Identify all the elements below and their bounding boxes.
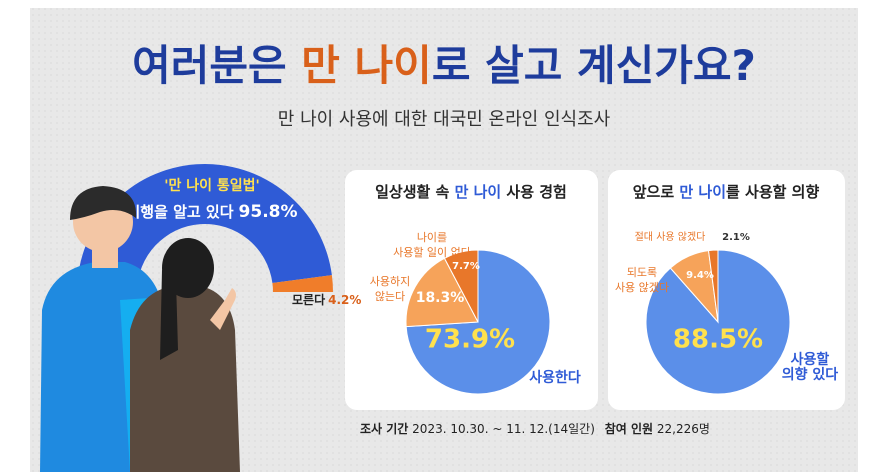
card-title: 일상생활 속 만 나이 사용 경험 [375,183,567,201]
gauge-label: 시행을 알고 있다 95.8% [126,202,297,222]
title-part: 만 나이 [679,183,726,201]
category-line: 사용한다 [529,370,581,386]
infographic: 여러분은 만 나이로 살고 계신가요? 만 나이 사용에 대한 대국민 온라인 … [0,0,888,472]
category-line: 사용할 [791,351,830,368]
category-line: 의향 있다 [782,366,839,383]
footer-value: 22,226명 [657,422,710,436]
footer-label: 조사 기간 [360,421,408,436]
title: 여러분은 만 나이로 살고 계신가요? [132,41,756,90]
title-part: 앞으로 [633,183,680,201]
title-part: 여러분은 [132,41,301,90]
category-line: 되도록 [627,266,657,279]
footer-label: 참여 인원 [605,421,653,436]
title-part: 만 나이 [455,183,502,201]
footer-value: 2023. 10.30. ~ 11. 12.(14일간) [412,422,595,436]
value-label: 4.2% [328,293,361,307]
value-label: 7.7% [452,261,480,272]
title-part: 일상생활 속 [375,183,454,201]
value-label: 88.5% [673,325,763,355]
gauge-title: '만 나이 통일법' [164,177,260,194]
category-line: 사용하지 [370,274,410,288]
category-line: 않는다 [375,290,405,303]
category-line: 사용 않겠다 [615,281,669,294]
footer: 조사 기간 2023. 10.30. ~ 11. 12.(14일간) 참여 인원… [360,421,710,436]
title-part: 로 살고 계신가요? [432,41,756,90]
value-label: 18.3% [416,290,465,306]
category-line: 나이를 [417,231,447,244]
value-label: 9.4% [686,270,714,281]
title-part: 사용 경험 [501,183,567,201]
value-label: 73.9% [425,325,515,355]
category-label: 시행을 알고 있다 [126,203,233,221]
category-label: 모른다 [292,292,325,307]
category-label: 절대 사용 않겠다 [635,230,706,243]
value-label: 2.1% [722,232,750,243]
category-line: 절대 사용 않겠다 [635,230,706,243]
category-line: 사용할 일이 없다 [393,245,471,259]
title-part: 를 사용할 의향 [726,183,819,201]
value-label: 95.8% [239,202,298,222]
card-title: 앞으로 만 나이를 사용할 의향 [633,183,820,201]
subtitle: 만 나이 사용에 대한 대국민 온라인 인식조사 [278,109,611,130]
category-label: 사용한다 [529,370,581,386]
title-part: 만 나이 [301,41,432,90]
